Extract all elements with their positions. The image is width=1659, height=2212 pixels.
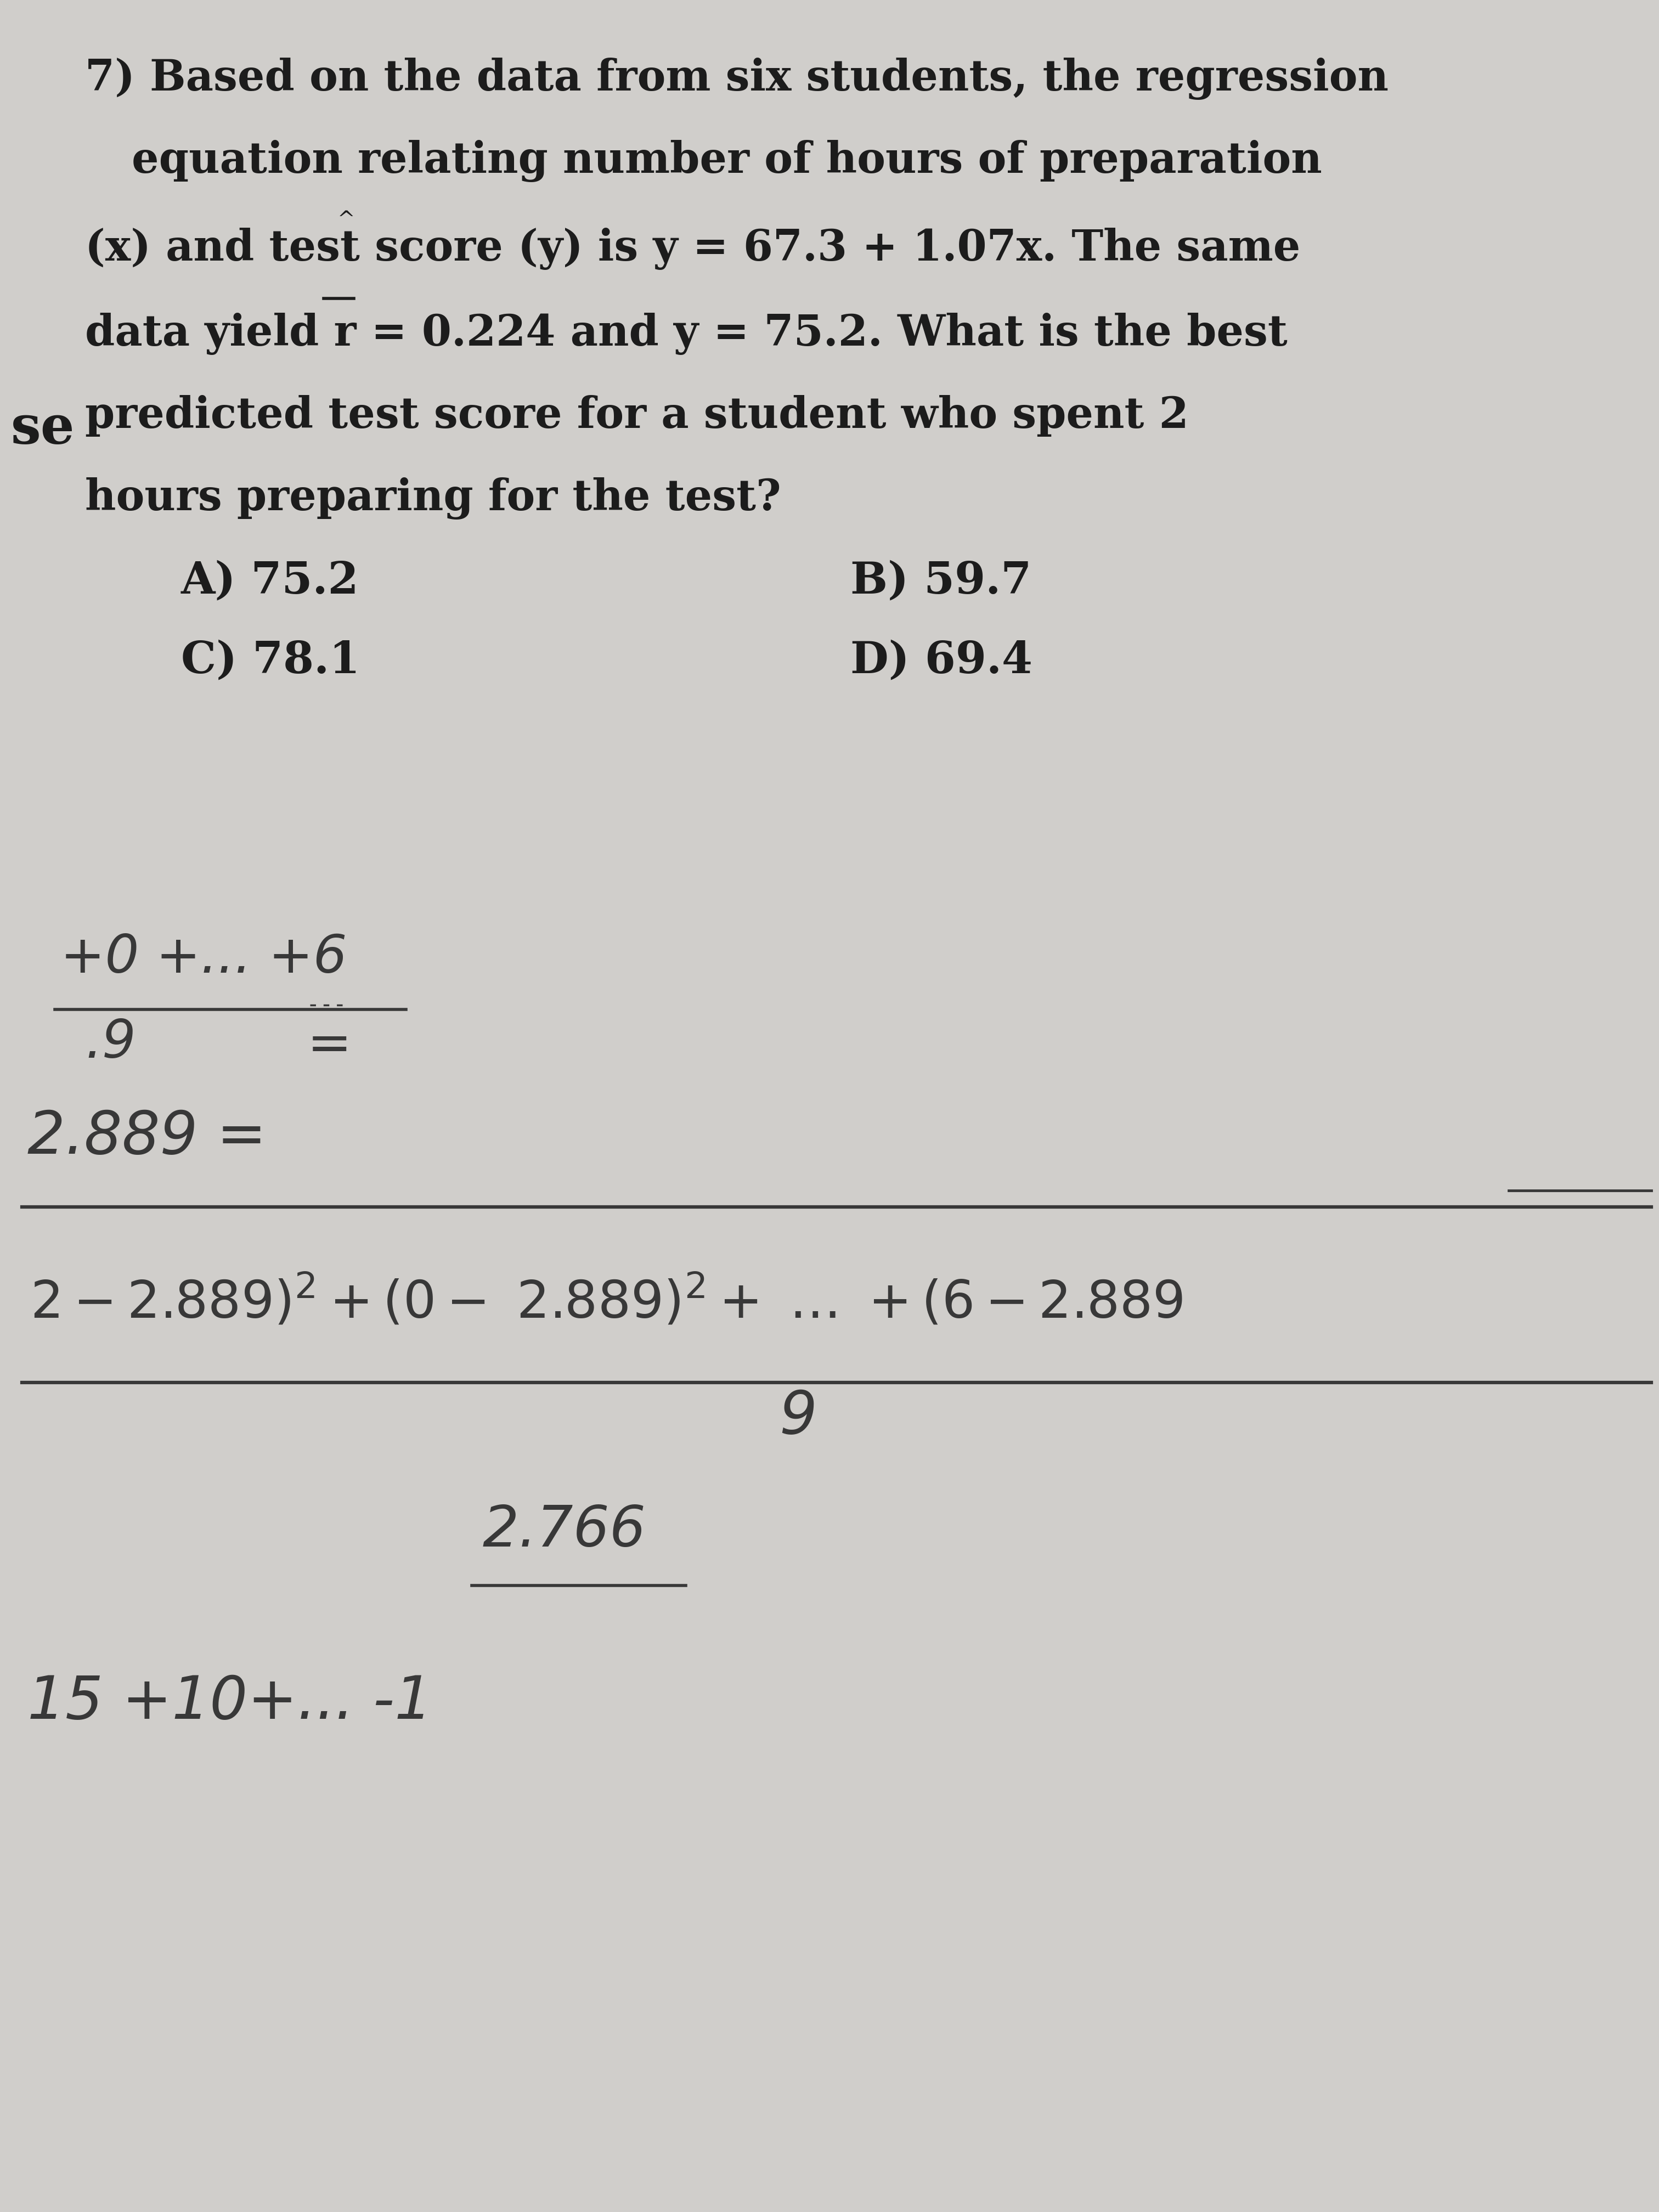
Text: B) 59.7: B) 59.7 — [851, 560, 1032, 602]
Text: se: se — [12, 403, 75, 456]
Text: 7) Based on the data from six students, the regression: 7) Based on the data from six students, … — [85, 58, 1389, 100]
Text: D) 69.4: D) 69.4 — [851, 639, 1032, 681]
Text: predicted test score for a student who spent 2: predicted test score for a student who s… — [85, 396, 1190, 436]
Text: +0 +... +6: +0 +... +6 — [60, 933, 347, 984]
Text: ^: ^ — [337, 210, 355, 230]
Text: 15 +10+... -1: 15 +10+... -1 — [28, 1672, 433, 1730]
Text: 2.766: 2.766 — [483, 1504, 647, 1557]
Text: 9: 9 — [780, 1387, 816, 1447]
Text: hours preparing for the test?: hours preparing for the test? — [85, 478, 781, 520]
Text: C) 78.1: C) 78.1 — [181, 639, 360, 681]
Text: data yield r = 0.224 and y = 75.2. What is the best: data yield r = 0.224 and y = 75.2. What … — [85, 312, 1287, 354]
Text: $2-2.889)^2+(0-\ 2.889)^2+\ \ldots\ +(6-2.889$: $2-2.889)^2+(0-\ 2.889)^2+\ \ldots\ +(6-… — [30, 1272, 1183, 1329]
Text: 2.889 =: 2.889 = — [28, 1108, 267, 1166]
Text: .9: .9 — [85, 1018, 136, 1068]
Text: A) 75.2: A) 75.2 — [181, 560, 358, 602]
Text: (x) and test score (y) is y = 67.3 + 1.07x. The same: (x) and test score (y) is y = 67.3 + 1.0… — [85, 228, 1301, 270]
Text: equation relating number of hours of preparation: equation relating number of hours of pre… — [131, 139, 1322, 181]
Text: =: = — [307, 1020, 352, 1071]
